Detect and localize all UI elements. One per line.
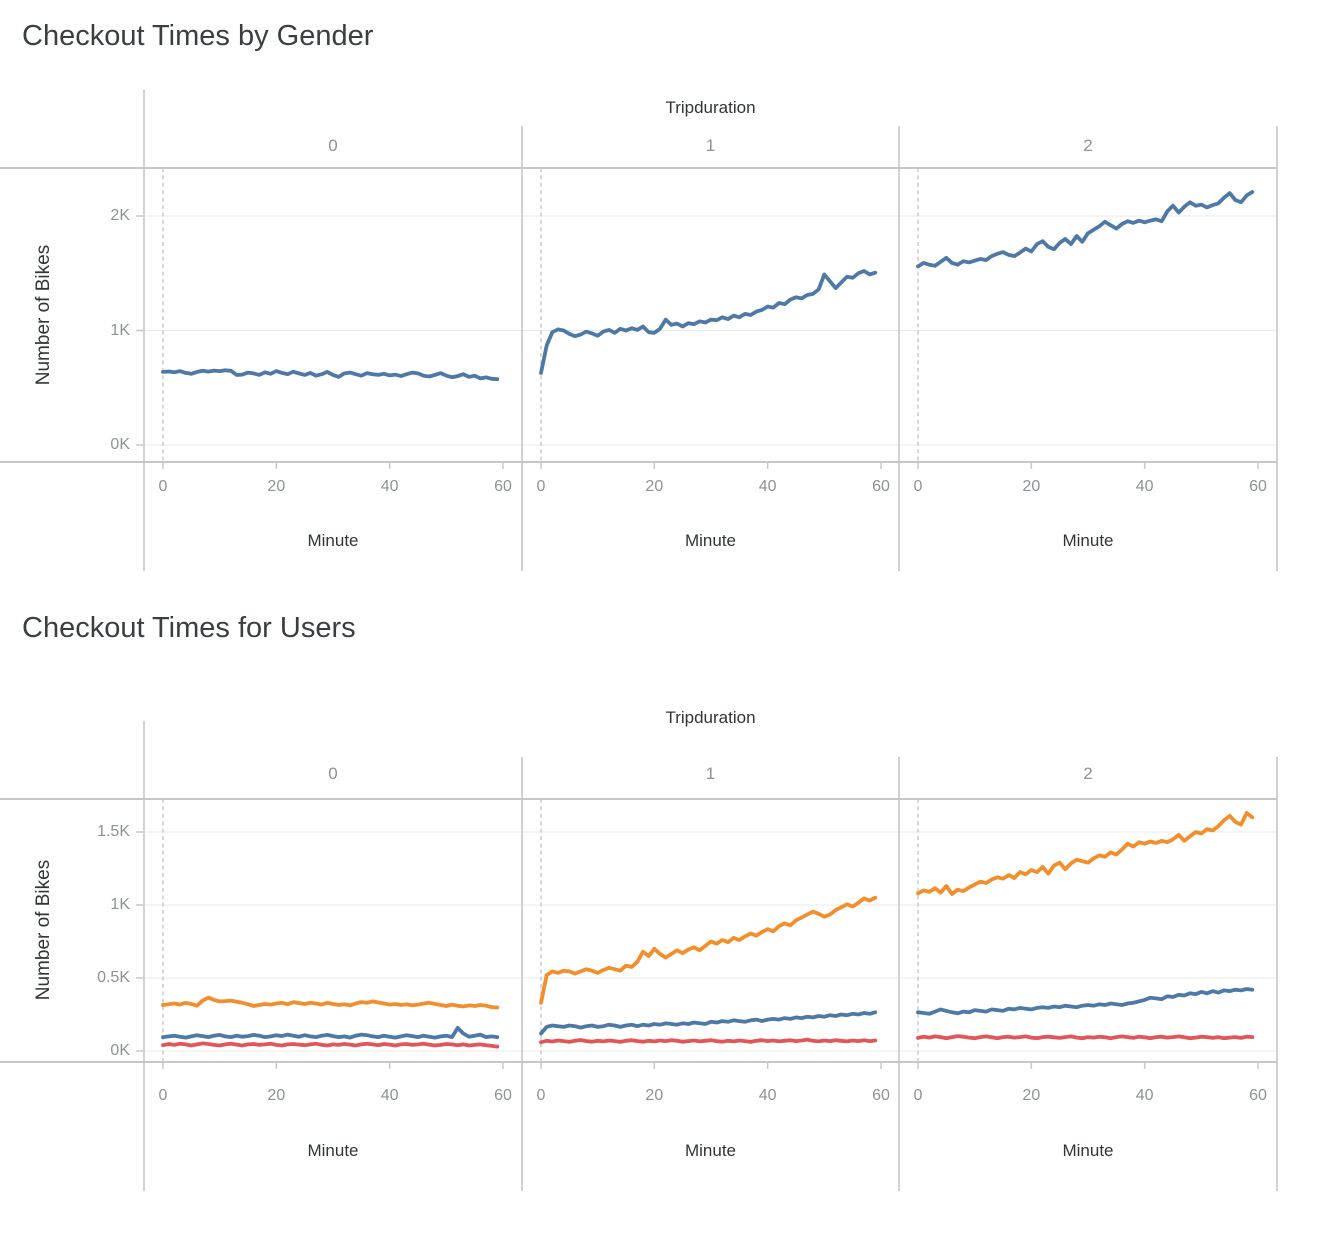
- line-mark-blue[interactable]: [916, 987, 1255, 1016]
- line-mark-orange[interactable]: [916, 811, 1255, 896]
- x-axis-tick-label: 60: [872, 1087, 890, 1104]
- x-axis-tick-label: 40: [380, 478, 399, 495]
- x-axis-tick-label: 0: [158, 478, 168, 495]
- line-mark-red[interactable]: [916, 1034, 1255, 1041]
- facet-column-label: 2: [1083, 136, 1093, 155]
- x-axis-tick-label: 0: [913, 478, 923, 495]
- x-axis-tick-label: 40: [758, 478, 777, 495]
- line-mark-orange[interactable]: [539, 895, 878, 1005]
- line-mark-red[interactable]: [539, 1037, 878, 1045]
- y-axis-tick-label: 1K: [110, 321, 130, 339]
- chart-title: Checkout Times by Gender: [22, 20, 374, 52]
- line-mark-blue[interactable]: [916, 190, 1255, 269]
- facet-column-label: 1: [705, 764, 716, 783]
- x-axis-tick-label: 20: [1022, 1087, 1041, 1104]
- x-axis-title: Minute: [1062, 1141, 1114, 1160]
- x-axis-tick-label: 60: [494, 1087, 512, 1104]
- x-axis-tick-label: 0: [913, 1087, 923, 1104]
- x-axis-title: Minute: [684, 531, 737, 550]
- x-axis-title: Minute: [684, 1141, 737, 1160]
- x-axis-tick-label: 60: [494, 478, 512, 495]
- y-axis-tick-label: 0.5K: [97, 969, 130, 986]
- x-axis-tick-label: 60: [1249, 478, 1267, 495]
- x-axis-title: Minute: [307, 1141, 359, 1160]
- facet-column-label: 2: [1083, 764, 1093, 783]
- y-axis-tick-label: 1K: [110, 896, 130, 913]
- x-axis-tick-label: 20: [645, 1087, 664, 1104]
- chart-title: Checkout Times for Users: [22, 612, 356, 644]
- x-axis-tick-label: 0: [536, 478, 546, 495]
- facet-column-label: 0: [328, 764, 338, 783]
- line-mark-blue[interactable]: [161, 368, 500, 382]
- facet-column-label: 0: [328, 136, 338, 155]
- facet-header-title: Tripduration: [665, 98, 756, 117]
- line-mark-orange[interactable]: [161, 995, 500, 1010]
- x-axis-title: Minute: [1062, 531, 1114, 550]
- x-axis-tick-label: 60: [872, 478, 890, 495]
- facet-header-title: Tripduration: [665, 708, 756, 727]
- x-axis-tick-label: 0: [158, 1087, 168, 1104]
- line-mark-blue[interactable]: [539, 1010, 878, 1036]
- x-axis-tick-label: 20: [267, 1087, 286, 1104]
- x-axis-tick-label: 20: [645, 478, 664, 495]
- x-axis-tick-label: 20: [267, 478, 286, 495]
- y-axis-tick-label: 2K: [110, 207, 130, 224]
- facet-column-label: 1: [705, 136, 716, 155]
- line-mark-blue[interactable]: [161, 1026, 500, 1040]
- x-axis-tick-label: 40: [758, 1087, 777, 1104]
- y-axis-tick-label: 1.5K: [97, 823, 130, 840]
- x-axis-title: Minute: [307, 531, 359, 550]
- y-axis-tick-label: 0K: [110, 436, 130, 453]
- x-axis-tick-label: 60: [1249, 1087, 1267, 1104]
- x-axis-tick-label: 20: [1022, 478, 1041, 495]
- x-axis-tick-label: 40: [1135, 1087, 1154, 1104]
- x-axis-tick-label: 0: [536, 1087, 546, 1104]
- y-axis-title: Number of Bikes: [33, 859, 54, 1001]
- y-axis-tick-label: 0K: [110, 1042, 130, 1059]
- line-mark-blue[interactable]: [539, 269, 878, 375]
- line-mark-red[interactable]: [161, 1041, 500, 1049]
- x-axis-tick-label: 40: [380, 1087, 399, 1104]
- x-axis-tick-label: 40: [1135, 478, 1154, 495]
